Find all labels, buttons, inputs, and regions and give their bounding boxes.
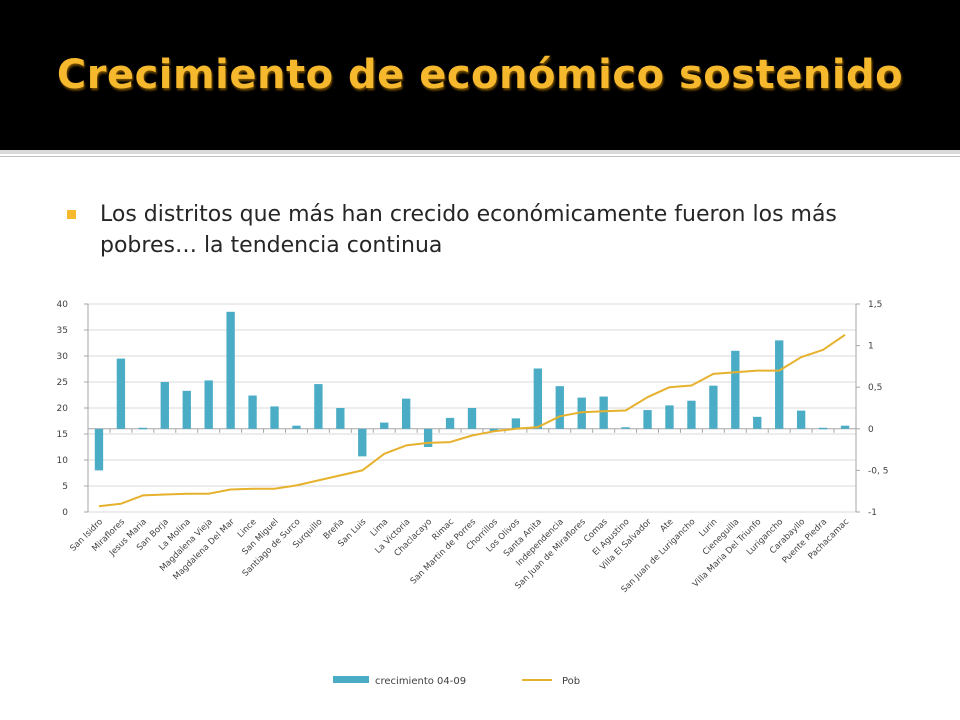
y2-tick-label: 1,5 [868, 300, 882, 310]
bar-18 [467, 408, 477, 429]
bar-15 [402, 398, 411, 429]
bullet-text: Los distritos que más han crecido económ… [100, 202, 837, 258]
y2-tick-label: 0 [868, 425, 874, 435]
bar-24 [599, 396, 608, 429]
bar-21 [533, 368, 542, 429]
bar-32 [775, 340, 784, 429]
bar-25 [621, 427, 630, 429]
legend-label-line: Pob [562, 676, 580, 687]
bar-12 [336, 408, 345, 429]
bar-14 [380, 422, 389, 429]
bar-9 [270, 406, 279, 429]
bar-35 [840, 425, 850, 429]
bar-17 [445, 417, 455, 429]
y-tick-label: 20 [57, 404, 69, 414]
bar-27 [665, 405, 674, 429]
bar-5 [182, 390, 191, 429]
y-tick-label: 35 [57, 326, 68, 336]
legend-swatch-bar [333, 676, 369, 683]
bullet-square-icon [67, 210, 76, 219]
bar-6 [204, 380, 213, 429]
bar-29 [709, 385, 718, 429]
bar-31 [753, 416, 762, 429]
y-tick-label: 0 [62, 508, 68, 518]
title-bar [0, 0, 960, 150]
y-tick-label: 10 [57, 456, 69, 466]
bar-28 [687, 400, 696, 429]
y2-tick-label: 1 [868, 342, 874, 352]
bar-7 [226, 311, 235, 429]
x-tick-label: Ate [658, 517, 675, 534]
legend-label-bar: crecimiento 04-09 [375, 676, 466, 687]
bar-16 [423, 428, 433, 447]
title-divider-thin [0, 156, 960, 157]
bar-11 [314, 384, 323, 429]
title-divider [0, 150, 960, 154]
bar-19 [489, 428, 499, 432]
bar-22 [555, 386, 564, 429]
y-tick-label: 25 [57, 378, 68, 388]
bar-4 [160, 382, 169, 429]
bar-33 [796, 410, 806, 429]
bar-34 [818, 427, 828, 430]
bar-10 [292, 425, 301, 429]
slide-title: Crecimiento de económico sostenido [56, 52, 904, 98]
y-tick-label: 15 [57, 430, 68, 440]
line-series-pob [98, 333, 846, 508]
y-tick-label: 30 [57, 352, 69, 362]
bar-30 [731, 350, 740, 429]
bar-2 [116, 358, 126, 429]
x-tick-label: San Juan de Lurigancho [620, 517, 698, 595]
bar-20 [511, 418, 521, 429]
y-tick-label: 40 [57, 300, 69, 310]
y2-tick-label: 0,5 [868, 383, 882, 393]
bar-26 [643, 410, 652, 429]
bar-1 [94, 428, 104, 471]
y2-tick-label: -1 [868, 508, 877, 518]
y-tick-label: 5 [62, 482, 68, 492]
y2-tick-label: -0, 5 [868, 466, 888, 476]
bar-8 [248, 395, 257, 429]
bar-3 [138, 427, 148, 430]
bar-13 [358, 428, 367, 457]
